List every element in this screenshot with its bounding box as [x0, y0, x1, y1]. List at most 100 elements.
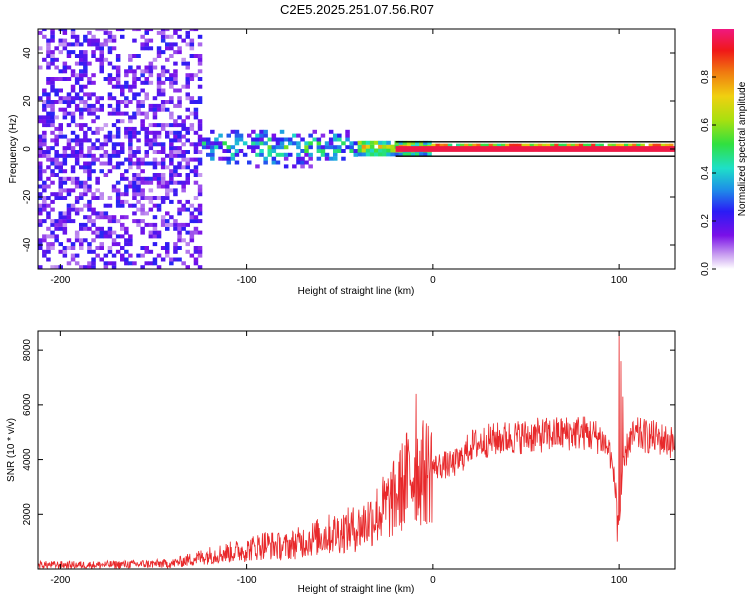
- spectrogram-cell: [54, 115, 59, 120]
- spectrogram-cell: [136, 150, 141, 154]
- spectrogram-cell: [91, 261, 96, 266]
- spectrogram-cell: [148, 69, 154, 74]
- spectrogram-cell: [185, 242, 190, 247]
- spectrogram-cell: [316, 156, 322, 161]
- spectrogram-cell: [160, 65, 166, 70]
- spectrogram-cell: [156, 46, 162, 51]
- spectrogram-cell: [206, 137, 211, 142]
- spectrogram-cell: [210, 149, 215, 153]
- spectrogram-y-tick-label: -20: [22, 189, 33, 204]
- spectrogram-cell: [189, 46, 195, 51]
- spectrogram-cell: [132, 84, 137, 89]
- spectrogram-cell: [271, 133, 277, 138]
- spectrogram-cell: [271, 145, 277, 150]
- spectrogram-cell: [197, 96, 203, 101]
- spectrogram-cell: [91, 73, 96, 78]
- spectrogram-cell: [308, 156, 313, 161]
- spectrogram-cell: [160, 88, 166, 93]
- spectrogram-cell: [128, 184, 133, 189]
- spectrogram-cell: [70, 242, 76, 247]
- spectrogram-cell: [140, 226, 145, 231]
- spectrogram-cell: [50, 230, 55, 235]
- colorbar-gradient: [712, 29, 734, 269]
- spectrogram-cell: [283, 156, 289, 161]
- spectrogram-cell: [214, 141, 219, 146]
- spectrogram-cell: [271, 137, 277, 142]
- spectrogram-cell: [79, 207, 84, 212]
- spectrogram-cell: [38, 115, 43, 120]
- spectrogram-cell: [62, 222, 68, 227]
- spectrogram-cell: [656, 143, 662, 148]
- spectrogram-cell: [185, 115, 190, 120]
- spectrogram-cell: [160, 157, 166, 162]
- spectrogram-cell: [189, 238, 195, 243]
- spectrogram-cell: [173, 130, 178, 135]
- spectrogram-cell: [120, 84, 125, 89]
- spectrogram-cell: [38, 142, 43, 147]
- spectrogram-cell: [83, 84, 88, 89]
- spectrogram-cell: [288, 141, 293, 146]
- spectrogram-cell: [169, 153, 174, 158]
- spectrogram-cell: [99, 103, 104, 108]
- spectrogram-cell: [193, 115, 199, 120]
- spectrogram-cell: [91, 142, 96, 147]
- spectrogram-cell: [128, 153, 133, 158]
- spectrogram-cell: [173, 226, 178, 231]
- spectrogram-cell: [70, 246, 76, 250]
- spectrogram-cell: [111, 165, 117, 170]
- spectrogram-cell: [197, 42, 203, 47]
- spectrogram-cell: [472, 143, 477, 148]
- spectrogram-cell: [99, 46, 104, 51]
- spectrogram-cell: [124, 84, 129, 89]
- spectrogram-cell: [62, 211, 68, 216]
- spectrogram-cell: [42, 203, 47, 208]
- spectrogram-cell: [87, 184, 92, 189]
- spectrogram-cell: [140, 192, 145, 197]
- spectrogram-cell: [91, 196, 96, 200]
- spectrogram-cell: [79, 69, 84, 74]
- spectrogram-cell: [95, 196, 100, 200]
- spectrogram-cell: [439, 143, 445, 148]
- spectrogram-cell: [308, 164, 313, 169]
- spectrogram-cell: [222, 141, 227, 146]
- spectrogram-cell: [70, 100, 76, 104]
- spectrogram-cell: [156, 196, 162, 200]
- spectrogram-cell: [185, 173, 190, 177]
- spectrogram-cell: [468, 143, 473, 148]
- spectrogram-cell: [95, 96, 100, 101]
- spectrogram-cell: [95, 138, 100, 143]
- spectrogram-cell: [58, 42, 63, 47]
- spectrogram-cell: [160, 199, 166, 204]
- spectrogram-cell: [611, 143, 617, 148]
- chart-title: C2E5.2025.251.07.56.R07: [280, 2, 434, 17]
- colorbar-tick-label: 0.4: [700, 166, 711, 180]
- spectrogram-cell: [99, 57, 104, 62]
- spectrogram-cell: [124, 96, 129, 101]
- spectrogram-cell: [54, 265, 59, 269]
- spectrogram-cell: [103, 265, 109, 269]
- spectrogram-cell: [83, 138, 88, 143]
- spectrogram-cell: [136, 130, 141, 135]
- spectrogram-cell: [42, 196, 47, 200]
- spectrogram-cell: [197, 123, 203, 128]
- spectrogram-cell: [136, 103, 141, 108]
- spectrogram-cell: [177, 257, 182, 262]
- spectrogram-cell: [107, 196, 113, 200]
- spectrogram-cell: [165, 29, 170, 32]
- spectrogram-cell: [251, 137, 256, 142]
- spectrogram-cell: [283, 164, 289, 169]
- spectrogram-cell: [378, 148, 383, 153]
- spectrogram-cell: [189, 230, 195, 235]
- spectrogram-cell: [115, 249, 121, 254]
- spectrogram-cell: [50, 199, 55, 204]
- spectrogram-cell: [42, 107, 47, 112]
- spectrogram-cell: [42, 88, 47, 93]
- spectrogram-cell: [415, 140, 420, 145]
- spectrogram-cell: [165, 34, 170, 39]
- spectrogram-cell: [267, 149, 272, 153]
- spectrogram-cell: [124, 73, 129, 78]
- spectrogram-cell: [124, 69, 129, 74]
- spectrogram-cell: [160, 80, 166, 85]
- spectrogram-cell: [103, 77, 109, 81]
- spectrogram-cell: [124, 215, 129, 220]
